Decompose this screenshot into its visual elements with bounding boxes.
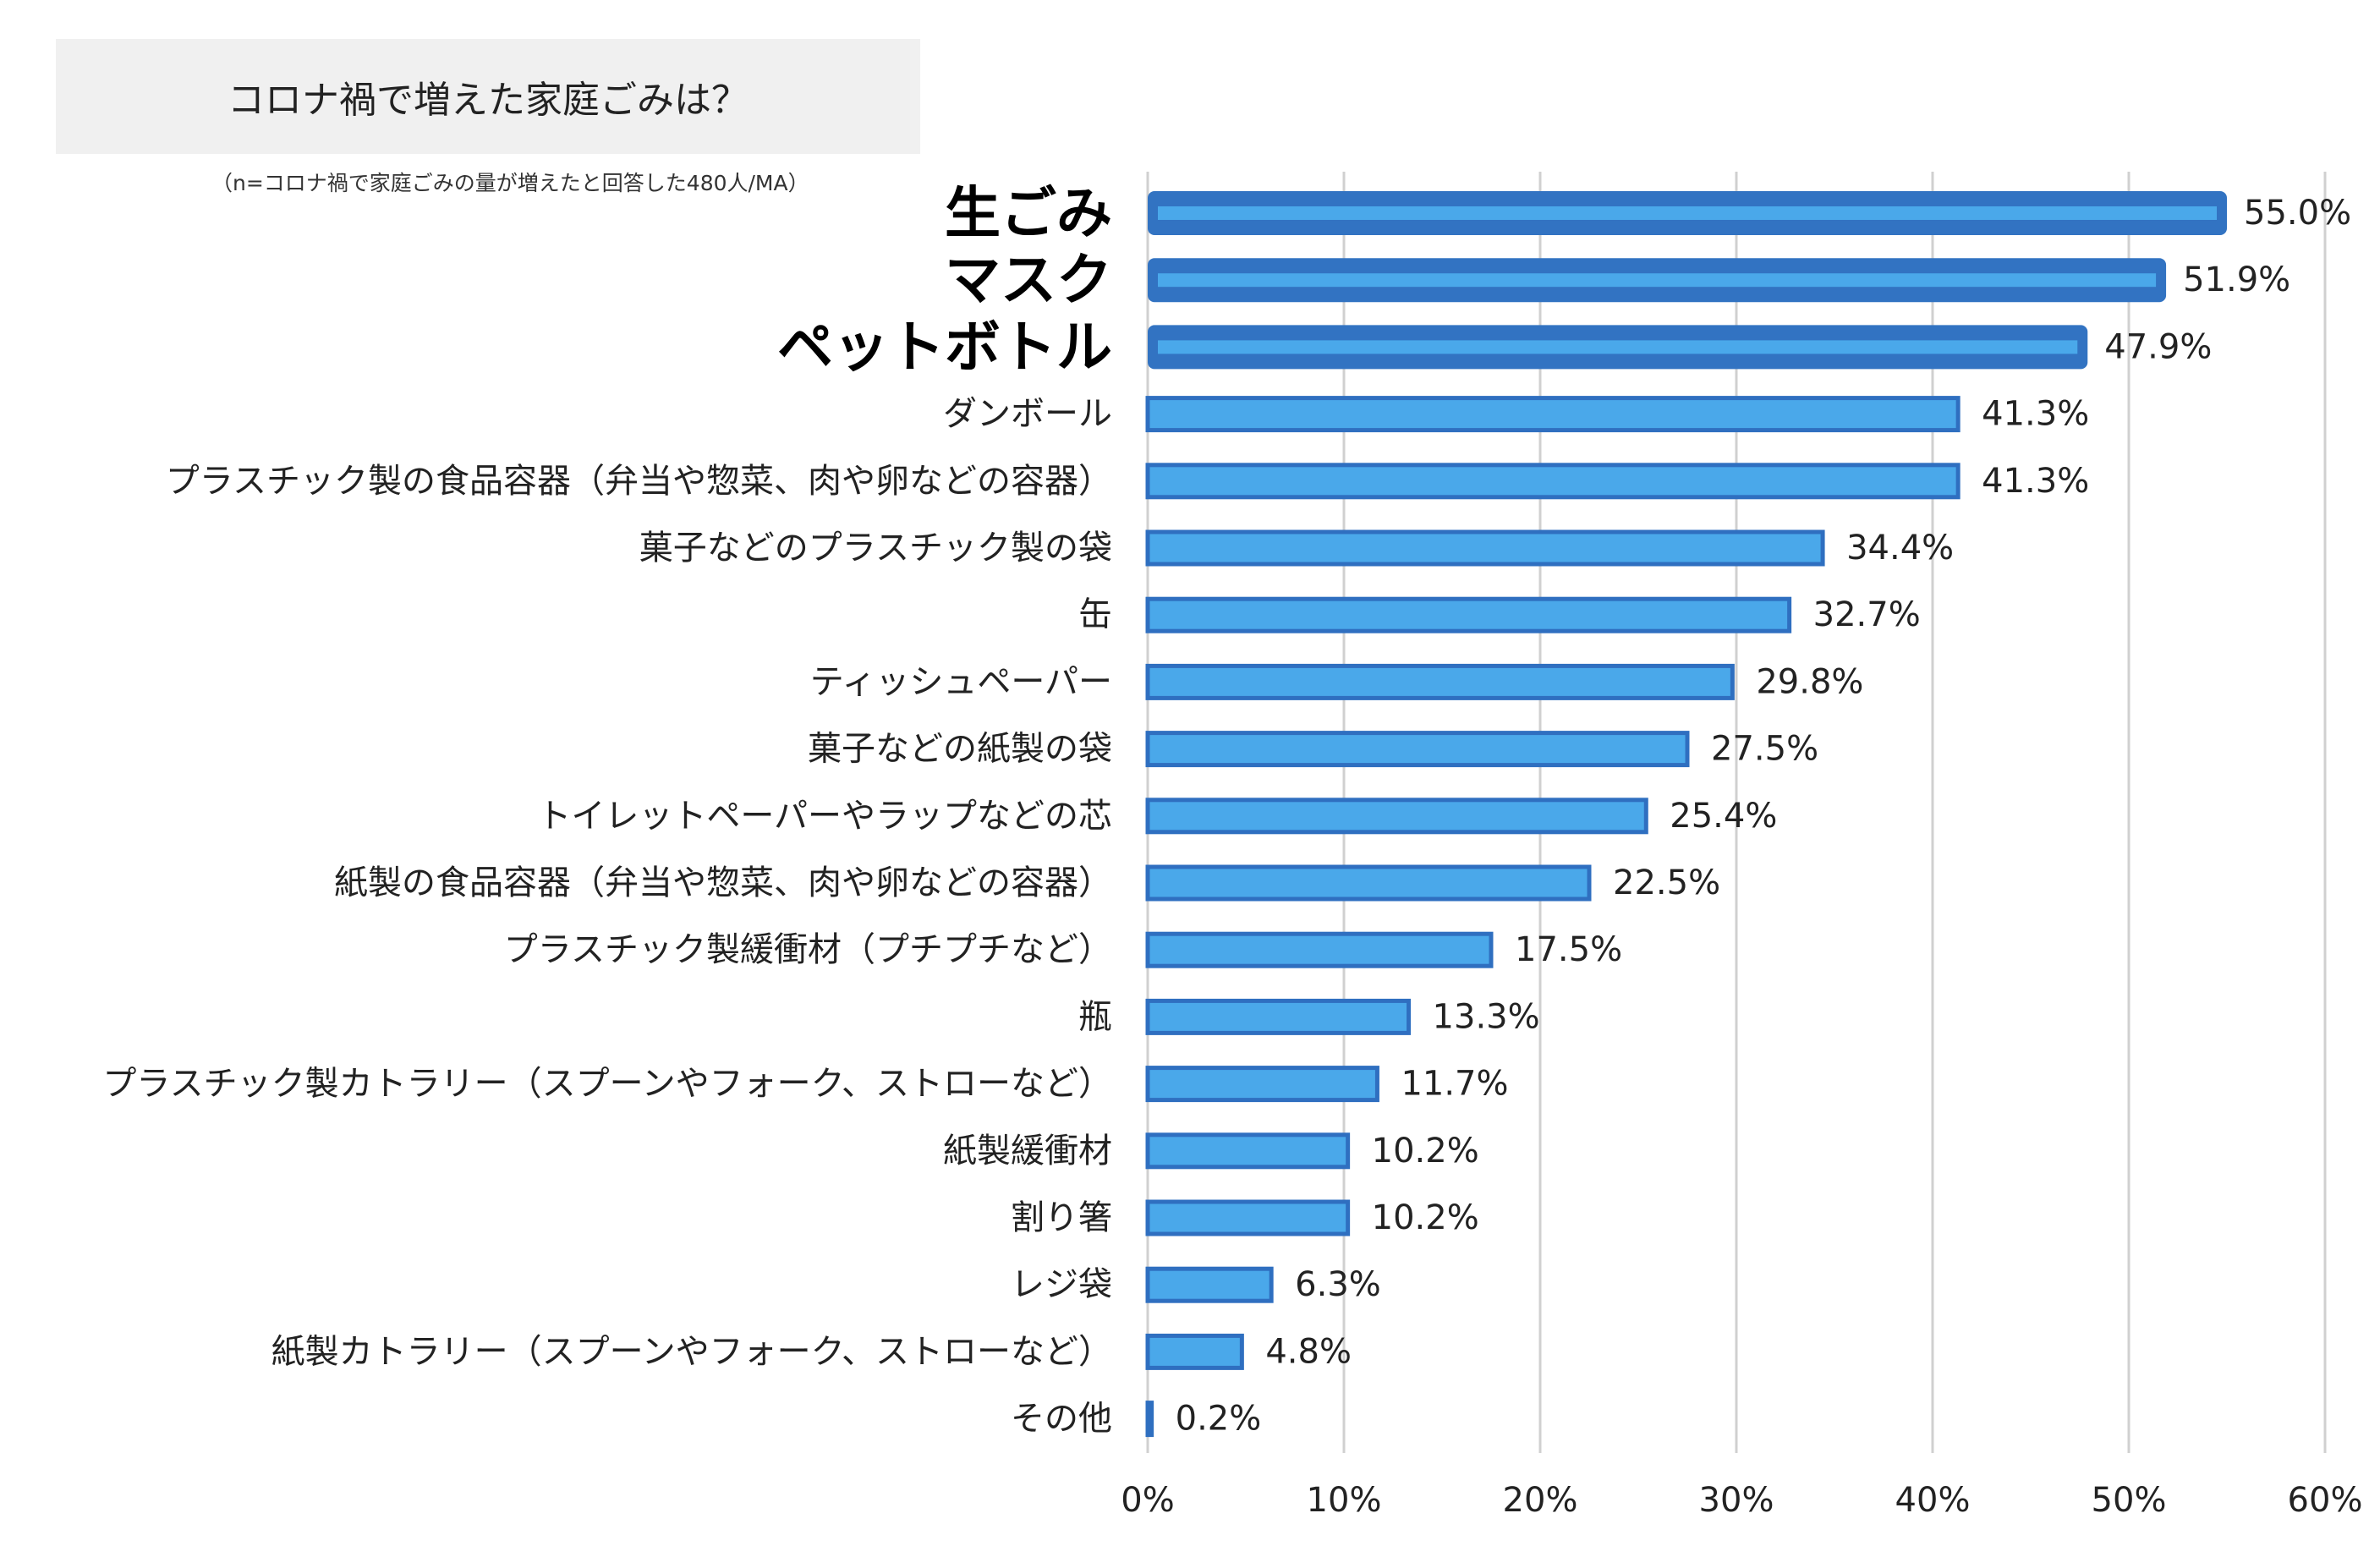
value-label: 10.2% (1372, 1198, 1479, 1237)
bar (1145, 998, 1412, 1035)
category-label: 菓子などのプラスチック製の袋 (639, 529, 1112, 567)
bar (1145, 529, 1825, 567)
value-label: 4.8% (1265, 1332, 1352, 1371)
bar-highlight-inner (1158, 340, 2078, 354)
bar (1145, 1333, 1244, 1370)
value-label: 0.2% (1176, 1400, 1262, 1439)
bar (1145, 396, 1960, 433)
category-label: 缶 (1078, 595, 1112, 634)
bar (1145, 931, 1494, 968)
x-tick-label: 0% (1121, 1481, 1174, 1520)
value-label: 47.9% (2104, 327, 2212, 366)
category-labels: 生ごみマスクペットボトルダンボールプラスチック製の食品容器（弁当や惣菜、肉や卵な… (102, 181, 1112, 1439)
value-label: 41.3% (1982, 462, 2089, 501)
category-label: 紙製の食品容器（弁当や惣菜、肉や卵などの容器） (334, 863, 1112, 902)
x-tick-label: 50% (2092, 1481, 2167, 1520)
bar (1145, 731, 1690, 768)
category-label: 割り箸 (1011, 1198, 1112, 1237)
value-label: 51.9% (2183, 260, 2290, 299)
value-label: 11.7% (1401, 1065, 1508, 1104)
bar (1145, 1066, 1379, 1103)
value-labels: 55.0% 51.9% 47.9% 41.3% 41.3% 34.4% 32.7% 29.8%… (1176, 194, 2351, 1439)
category-label: 紙製緩衝材 (943, 1132, 1112, 1171)
chart-subtitle: （n=コロナ禍で家庭ごみの量が増えたと回答した480人/MA） (211, 171, 809, 195)
value-label: 32.7% (1813, 595, 1921, 634)
category-label: 紙製カトラリー（スプーンやフォーク、ストローなど） (271, 1332, 1112, 1371)
bar-highlight-inner (1158, 273, 2157, 288)
value-label: 41.3% (1982, 395, 2089, 434)
category-label: 菓子などの紙製の袋 (808, 730, 1112, 769)
bar (1145, 1132, 1351, 1170)
value-label: 25.4% (1670, 797, 1777, 836)
bar (1145, 596, 1792, 633)
category-label: 瓶 (1078, 997, 1112, 1036)
value-label: 55.0% (2244, 194, 2351, 233)
category-label: マスク (945, 248, 1112, 313)
bar (1145, 1199, 1351, 1236)
bar-highlight-inner (1158, 206, 2217, 220)
category-label: ティッシュペーパー (810, 662, 1112, 701)
x-tick-labels: 0% 10% 20% 30% 40% 50% 60% (1121, 1481, 2362, 1520)
value-label: 27.5% (1711, 730, 1818, 769)
category-label: レジ袋 (1011, 1265, 1112, 1304)
bar (1145, 1266, 1274, 1303)
bar (1145, 463, 1960, 500)
bar (1145, 1401, 1154, 1438)
value-label: 22.5% (1613, 863, 1720, 902)
chart-title: コロナ禍で増えた家庭ごみは？ (56, 39, 920, 154)
category-label: ダンボール (943, 395, 1112, 434)
bar (1145, 798, 1648, 835)
category-label: プラスチック製緩衝材（プチプチなど） (504, 930, 1112, 969)
value-label: 17.5% (1515, 930, 1622, 969)
bars (1145, 191, 2227, 1438)
category-label: プラスチック製カトラリー（スプーンやフォーク、ストローなど） (102, 1065, 1112, 1104)
x-tick-label: 20% (1503, 1481, 1578, 1520)
category-label: その他 (1011, 1400, 1112, 1439)
x-tick-label: 30% (1699, 1481, 1774, 1520)
value-label: 34.4% (1846, 529, 1954, 567)
x-tick-label: 40% (1895, 1481, 1971, 1520)
x-tick-label: 60% (2288, 1481, 2363, 1520)
category-label: 生ごみ (945, 181, 1112, 246)
bar (1145, 864, 1592, 902)
grid-lines (1146, 172, 2327, 1453)
category-label: トイレットペーパーやラップなどの芯 (537, 797, 1112, 836)
value-label: 10.2% (1372, 1132, 1479, 1171)
category-label: プラスチック製の食品容器（弁当や惣菜、肉や卵などの容器） (166, 462, 1112, 501)
bar (1145, 663, 1735, 700)
value-label: 6.3% (1295, 1265, 1381, 1304)
value-label: 29.8% (1756, 662, 1863, 701)
x-tick-label: 10% (1307, 1481, 1382, 1520)
value-label: 13.3% (1433, 997, 1540, 1036)
category-label: ペットボトル (777, 315, 1112, 380)
